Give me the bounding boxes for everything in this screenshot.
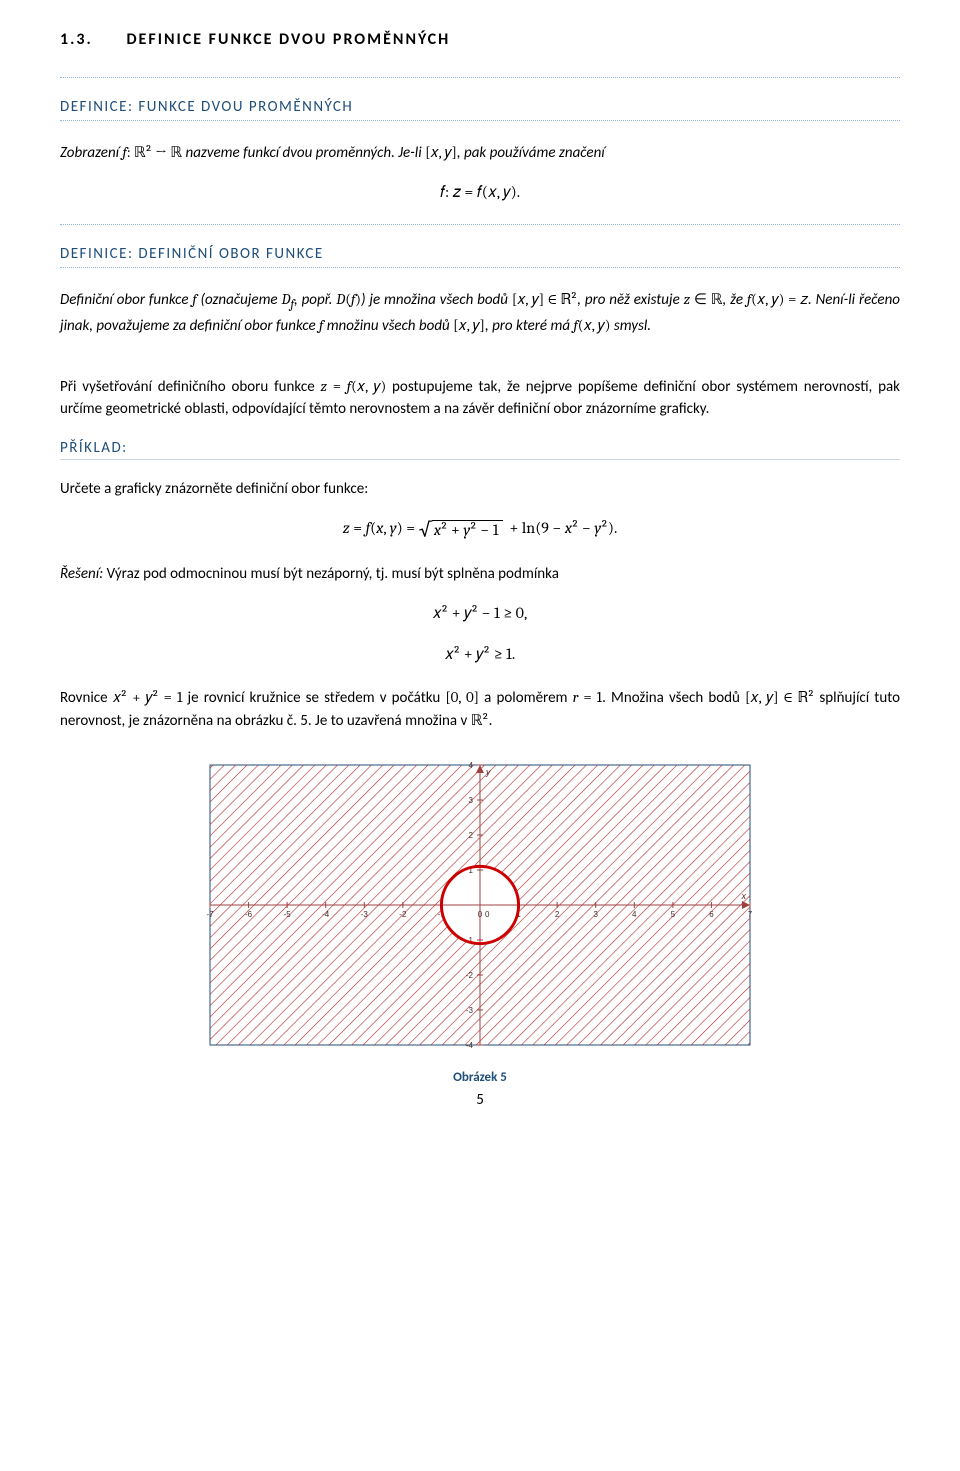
svg-text:-5: -5 [284, 910, 292, 919]
section-number: 1.3. [60, 30, 93, 49]
example-divider [60, 459, 900, 460]
svg-text:2: 2 [469, 831, 474, 840]
svg-text:3: 3 [469, 796, 474, 805]
dotted-divider [60, 120, 900, 121]
svg-text:-4: -4 [466, 1041, 474, 1050]
figure: -7-6-5-4-3-2-101234567-4-3-2-11234yx0 [60, 755, 900, 1060]
text-fragment: . Množina všech bodů [602, 689, 745, 707]
svg-text:2: 2 [555, 910, 560, 919]
text-fragment: . [489, 712, 493, 730]
svg-text:4: 4 [632, 910, 637, 919]
equation: z = f(x, y) = √x² + y² − 1 + ln(9 − x² −… [60, 518, 900, 541]
definition-text: Zobrazení f: ℝ² → ℝ nazveme funkcí dvou … [60, 141, 900, 165]
equation: 𝑥² + 𝑦² ≥ 1. [60, 645, 900, 664]
section-heading: 1.3. DEFINICE FUNKCE DVOU PROMĚNNÝCH [60, 30, 900, 49]
equation: 𝑓: 𝑧 = 𝑓(𝑥, 𝑦). [60, 183, 900, 202]
definition-text: Definiční obor funkce f (označujeme Df, … [60, 288, 900, 338]
svg-text:0: 0 [485, 910, 490, 919]
text-fragment: , že [723, 291, 747, 309]
svg-text:-2: -2 [399, 910, 407, 919]
svg-text:x: x [741, 891, 747, 901]
text-fragment: Rovnice [60, 689, 113, 707]
text-fragment: Řešení: [60, 565, 107, 583]
text-fragment: smysl. [610, 317, 651, 335]
text-fragment: nazveme funkcí dvou proměnných. Je-li [182, 144, 425, 162]
example-task: Určete a graficky znázorněte definiční o… [60, 478, 900, 501]
example-heading: PŘÍKLAD: [60, 439, 900, 457]
figure-svg: -7-6-5-4-3-2-101234567-4-3-2-11234yx0 [200, 755, 760, 1055]
text-fragment: množinu všech bodů [323, 317, 453, 335]
text-fragment: , pak používáme značení [457, 144, 605, 162]
text-fragment: , pro něž existuje [577, 291, 683, 309]
svg-text:-2: -2 [466, 971, 474, 980]
figure-caption: Obrázek 5 [60, 1070, 900, 1085]
dotted-divider [60, 267, 900, 268]
svg-text:-3: -3 [466, 1006, 474, 1015]
svg-text:6: 6 [709, 910, 714, 919]
text-fragment: Výraz pod odmocninou musí být nezáporný,… [107, 565, 559, 583]
text-fragment: ) je množina všech bodů [361, 291, 512, 309]
svg-text:4: 4 [469, 761, 474, 770]
text-fragment: je rovnicí kružnice se středem v počátku [182, 689, 445, 707]
section-title: DEFINICE FUNKCE DVOU PROMĚNNÝCH [126, 30, 450, 49]
svg-text:-6: -6 [245, 910, 253, 919]
dotted-divider [60, 224, 900, 225]
text-fragment: Při vyšetřování definičního oboru funkce [60, 378, 321, 396]
svg-text:-4: -4 [322, 910, 330, 919]
text-fragment: Zobrazení [60, 144, 123, 162]
definition-heading: DEFINICE: FUNKCE DVOU PROMĚNNÝCH [60, 98, 900, 116]
text-fragment: a poloměrem [479, 689, 573, 707]
circle-explanation: Rovnice 𝑥² + 𝑦² = 1 je rovnicí kružnice … [60, 686, 900, 733]
svg-text:-7: -7 [206, 910, 214, 919]
svg-text:5: 5 [671, 910, 676, 919]
svg-text:0: 0 [478, 910, 483, 919]
dotted-divider [60, 77, 900, 78]
solution-text: Řešení: Výraz pod odmocninou musí být ne… [60, 563, 900, 586]
svg-text:-3: -3 [361, 910, 369, 919]
paragraph: Při vyšetřování definičního oboru funkce… [60, 375, 900, 421]
svg-text:y: y [485, 767, 491, 777]
definition-heading: DEFINICE: DEFINIČNÍ OBOR FUNKCE [60, 245, 900, 263]
svg-text:7: 7 [748, 910, 753, 919]
page-number: 5 [60, 1091, 900, 1109]
text-fragment: , pro které má [485, 317, 574, 335]
svg-text:3: 3 [593, 910, 598, 919]
text-fragment: , popř. [294, 291, 336, 309]
text-fragment: Definiční obor funkce [60, 291, 192, 309]
text-fragment: (označujeme [197, 291, 282, 309]
equation: 𝑥² + 𝑦² − 1 ≥ 0, [60, 604, 900, 623]
